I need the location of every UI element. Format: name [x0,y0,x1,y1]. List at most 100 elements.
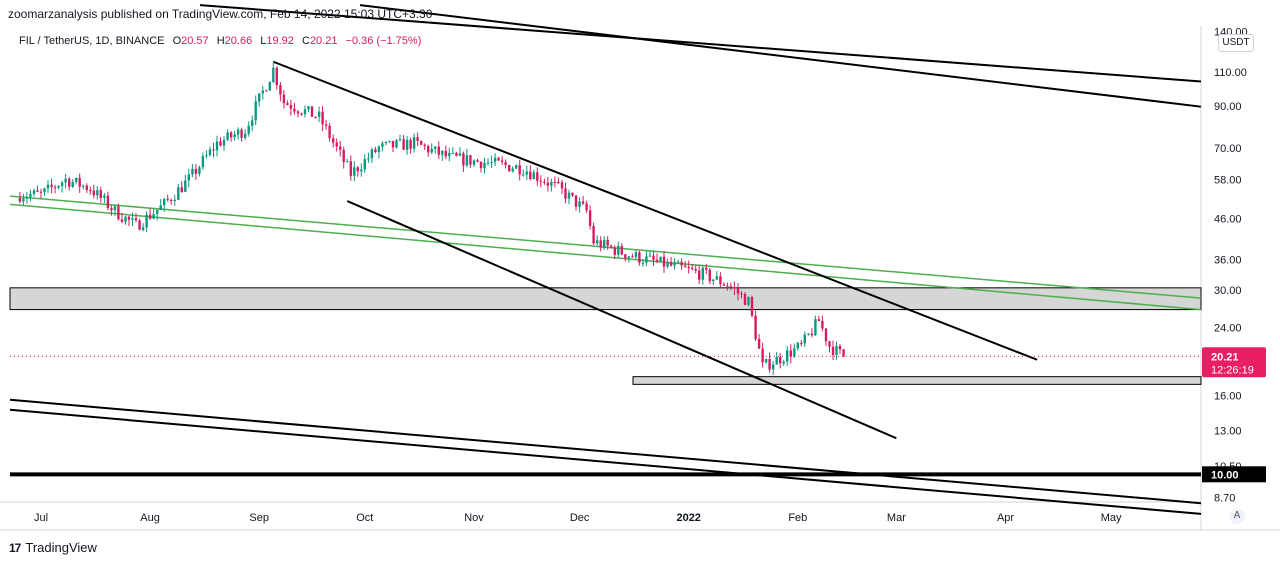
candle-body [124,216,127,222]
candle-body [50,184,53,188]
candle-body [500,160,504,162]
candle-body [701,267,704,280]
candle-body [307,106,310,110]
candle-body [694,269,697,271]
candle-body [455,152,458,156]
candle-body [18,198,22,202]
candle-body [258,93,261,102]
candle-body [648,255,652,257]
candle-body [205,155,208,157]
candle-body [564,188,567,199]
candle-body [212,149,215,151]
channel-upper-line [272,60,1038,361]
y-tick-label: 46.00 [1214,213,1242,225]
close-label: C [301,35,310,47]
candle-body [810,333,814,336]
candle-body [680,261,683,266]
candle-body [793,348,796,357]
candle-body [360,169,363,172]
x-tick-label: Apr [997,512,1014,524]
candle-body [631,256,634,258]
candle-body [687,267,690,268]
candle-body [32,190,36,194]
candle-body [25,196,29,199]
support-zone [632,376,1202,385]
auto-scale-button[interactable]: A [1229,508,1245,524]
y-tick-label: 8.70 [1214,493,1235,505]
candle-body [817,319,821,321]
candle-body [469,155,472,165]
candle-body [92,190,95,196]
candle-body [145,214,148,228]
candle-body [754,315,757,340]
candle-body [279,85,282,95]
candle-body [99,190,102,198]
y-tick-label: 16.00 [1214,391,1242,403]
candle-body [163,199,166,206]
candle-body [339,146,342,150]
candle-body [659,256,662,262]
close-value: 20.21 [309,35,338,47]
candle-body [441,150,444,155]
candle-body [356,167,359,172]
currency-button[interactable]: USDT [1218,34,1254,52]
candle-body [427,146,430,153]
candle-body [666,262,669,267]
candle-body [761,348,764,363]
candle-body [627,256,630,259]
candle-body [420,141,423,145]
candle-body [592,226,595,244]
candle-body [110,208,113,211]
candle-body [402,139,405,150]
candle-body [324,124,328,126]
candle-body [539,180,542,182]
candle-body [698,270,701,280]
candle-body [508,165,511,172]
x-tick-label: Feb [788,512,807,524]
candle-body [349,161,352,176]
candle-body [374,149,377,152]
candle-body [251,120,254,126]
countdown-label: 12:26:19 [1211,364,1254,376]
x-tick-label: Mar [887,512,906,524]
candle-body [772,364,775,370]
candle-body [29,194,32,197]
candle-body [191,168,194,175]
candle-body [444,150,447,157]
candle-body [75,177,78,182]
candle-body [293,108,296,112]
candle-body [215,141,219,151]
candle-body [814,319,817,336]
x-tick-label: 2022 [676,512,700,524]
candle-body [180,187,183,192]
level-10-badge [1202,466,1266,483]
drawings [9,4,1202,515]
candle-body [800,342,803,344]
tradingview-brand[interactable]: 17 TradingView [9,540,97,555]
candle-body [36,190,39,192]
candle-body [391,140,395,148]
candle-body [131,218,134,220]
candle-body [620,246,623,255]
x-tick-label: Jul [34,512,48,524]
candle-body [821,320,824,329]
candle-body [328,125,331,139]
candle-body [610,245,613,248]
candle-body [173,199,176,201]
candle-body [82,185,85,187]
candle-body [655,259,659,262]
candle-body [103,195,106,198]
candle-body [222,139,226,146]
candle-body [229,132,233,138]
candle-body [712,279,715,282]
candle-body [641,262,645,264]
candle-body [824,328,828,342]
candle-body [156,209,159,215]
low-label: L [260,35,267,47]
candle-body [321,111,324,125]
symbol-label[interactable]: FIL / TetherUS, 1D, BINANCE [19,35,165,47]
candle-body [750,297,754,316]
brand-name: TradingView [25,540,97,555]
candle-body [571,192,574,196]
